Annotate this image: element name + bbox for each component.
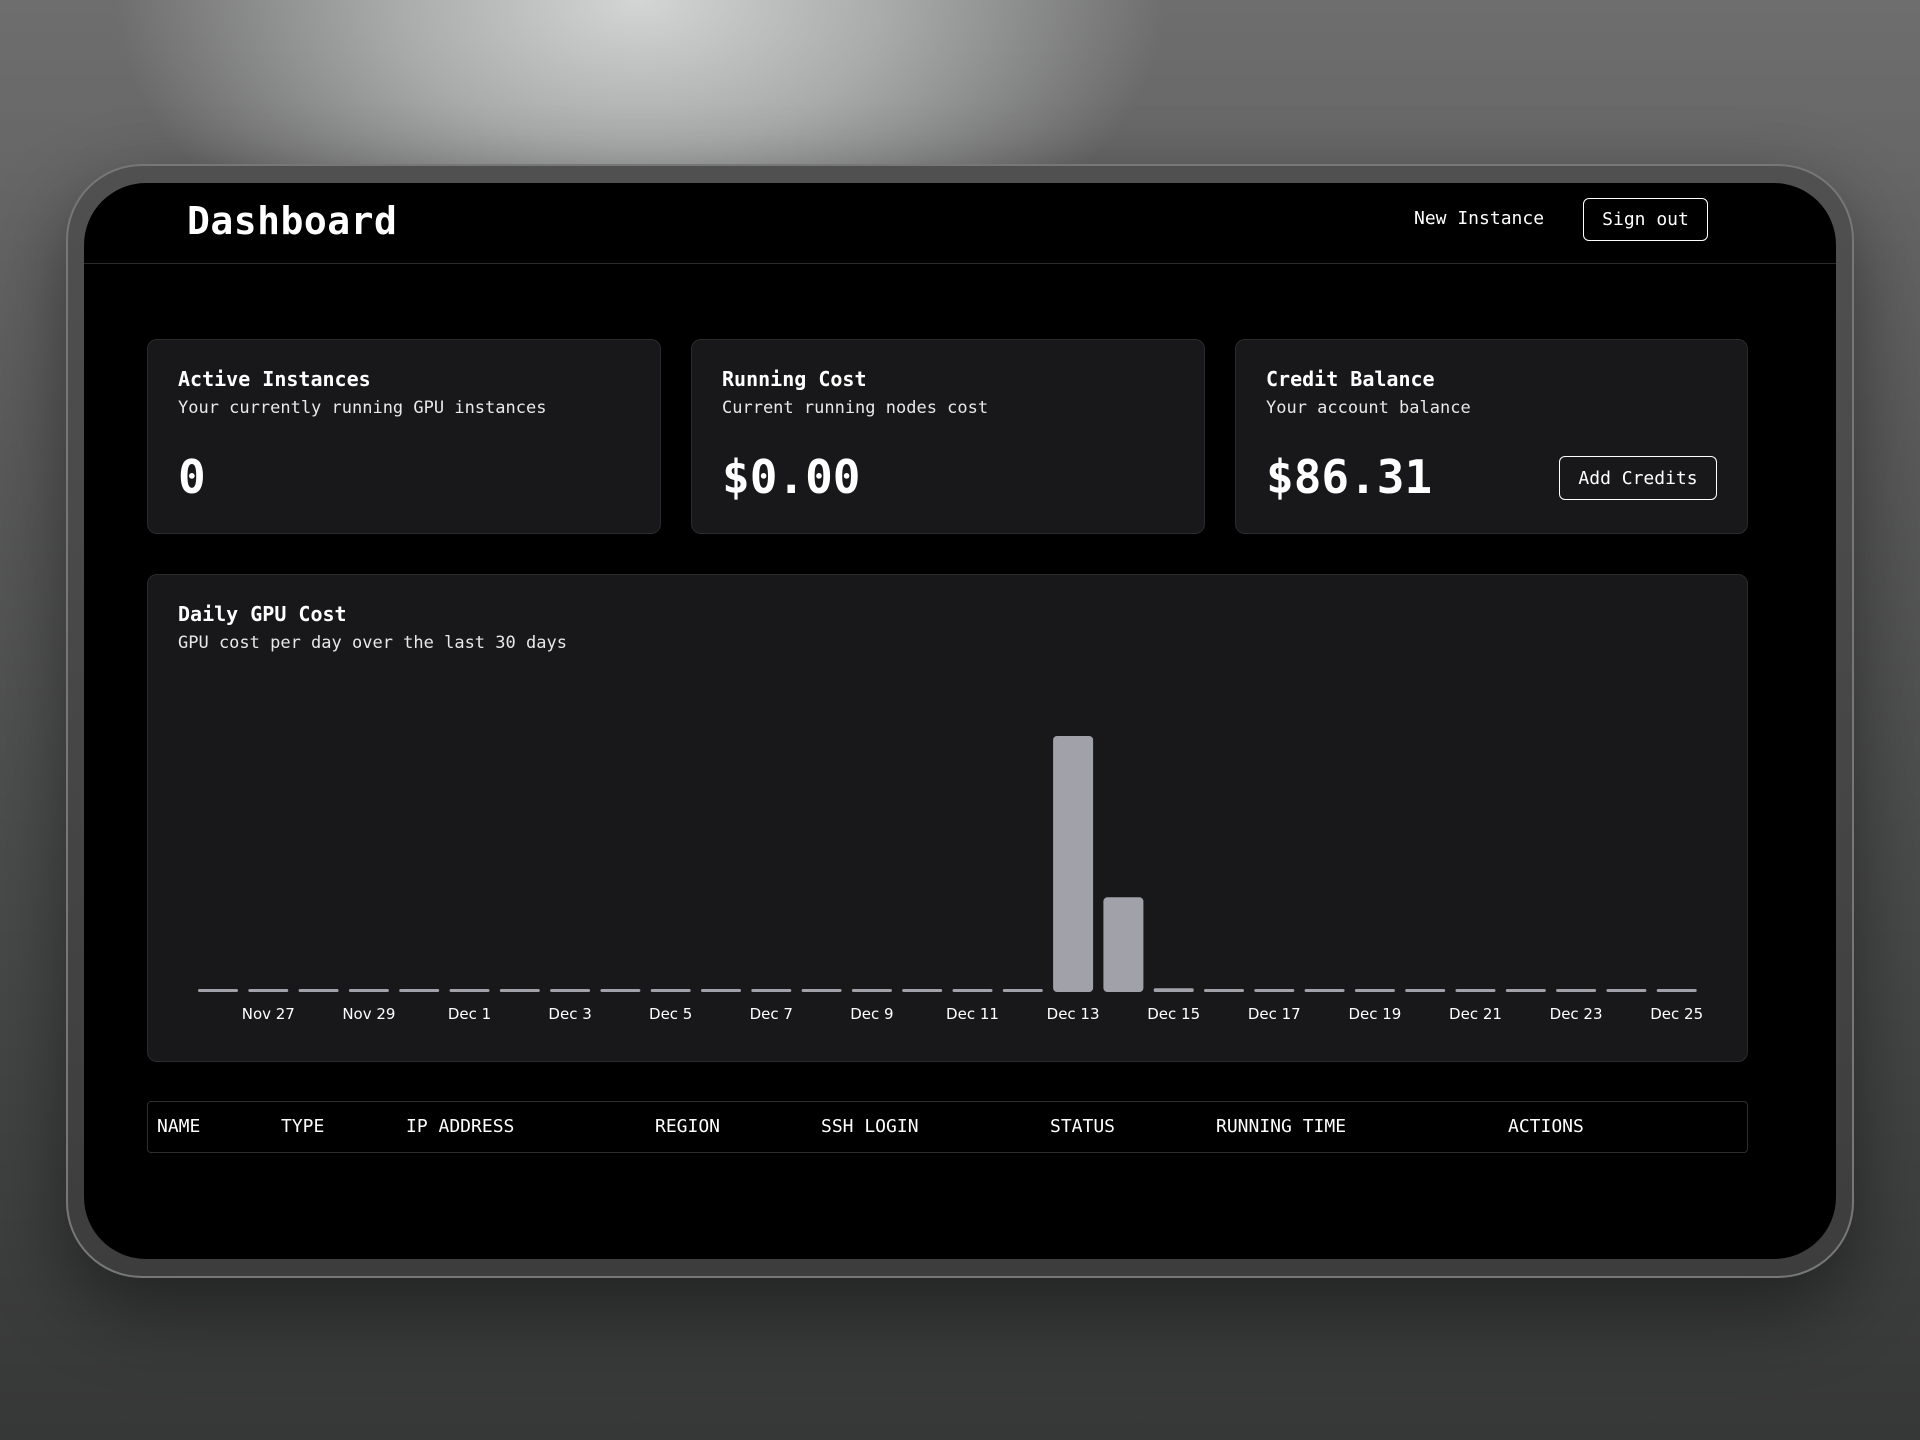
daily-gpu-cost-chart-card: Daily GPU Cost GPU cost per day over the… (147, 574, 1748, 1062)
sign-out-button[interactable]: Sign out (1583, 198, 1708, 241)
page-title: Dashboard (187, 199, 398, 243)
credit-balance-card: Credit Balance Your account balance $86.… (1235, 339, 1748, 534)
app-window: Dashboard New Instance Sign out Active I… (84, 183, 1836, 1259)
bar-chart: Nov 27 Nov 29 Dec 1 Dec 3 Dec 5 Dec 7 Dec 9 Dec… (198, 736, 1703, 1023)
chart-subtitle: GPU cost per day over the last 30 days (178, 633, 567, 653)
chart-bar-dec-24[interactable] (1606, 989, 1647, 992)
x-tick-label: Nov 27 (242, 1005, 295, 1023)
column-header-type: TYPE (281, 1116, 325, 1137)
chart-bar-dec-9[interactable] (851, 989, 892, 992)
x-tick-label: Dec 19 (1348, 1005, 1401, 1023)
chart-bar-dec-5[interactable] (650, 989, 691, 992)
credit-balance-value: $86.31 (1266, 450, 1433, 504)
column-header-status: STATUS (1050, 1116, 1116, 1137)
x-tick-label: Dec 1 (448, 1005, 491, 1023)
card-title: Running Cost (722, 367, 867, 391)
column-header-region: REGION (655, 1116, 721, 1137)
chart-bar-dec-8[interactable] (801, 989, 842, 992)
chart-bar-dec-14[interactable] (1103, 897, 1144, 992)
active-instances-card: Active Instances Your currently running … (147, 339, 661, 534)
chart-bar-dec-25[interactable] (1656, 989, 1697, 992)
chart-bar-dec-18[interactable] (1304, 989, 1345, 992)
chart-bar-nov-27[interactable] (248, 989, 289, 992)
new-instance-link[interactable]: New Instance (1414, 208, 1545, 229)
card-subtitle: Your account balance (1266, 398, 1471, 418)
card-title: Credit Balance (1266, 367, 1435, 391)
chart-bar-dec-11[interactable] (952, 989, 993, 992)
active-instances-count: 0 (178, 450, 206, 504)
column-header-ip-address: IP ADDRESS (406, 1116, 515, 1137)
x-tick-label: Dec 9 (850, 1005, 893, 1023)
x-tick-label: Dec 3 (548, 1005, 591, 1023)
instances-table-header: NAME TYPE IP ADDRESS REGION SSH LOGIN STATUS R… (147, 1101, 1748, 1153)
x-tick-label: Dec 11 (946, 1005, 999, 1023)
chart-bar-dec-7[interactable] (751, 989, 792, 992)
chart-bar-dec-23[interactable] (1556, 989, 1597, 992)
card-title: Active Instances (178, 367, 371, 391)
x-tick-label: Dec 25 (1650, 1005, 1703, 1023)
chart-bar-dec-1[interactable] (449, 989, 490, 992)
chart-bar-nov-29[interactable] (348, 989, 389, 992)
x-tick-label: Nov 29 (342, 1005, 395, 1023)
chart-bar-nov-26[interactable] (198, 989, 238, 992)
chart-bar-dec-19[interactable] (1354, 989, 1395, 992)
chart-bar-nov-30[interactable] (399, 989, 440, 992)
chart-bar-dec-4[interactable] (600, 989, 641, 992)
chart-bar-dec-22[interactable] (1505, 989, 1546, 992)
column-header-name: NAME (157, 1116, 201, 1137)
running-cost-card: Running Cost Current running nodes cost … (691, 339, 1205, 534)
chart-bar-dec-15[interactable] (1153, 988, 1194, 992)
chart-bar-nov-28[interactable] (298, 989, 339, 992)
chart-bar-dec-2[interactable] (499, 989, 540, 992)
add-credits-button[interactable]: Add Credits (1559, 456, 1717, 500)
x-tick-label: Dec 15 (1147, 1005, 1200, 1023)
chart-bar-dec-16[interactable] (1204, 989, 1244, 992)
chart-bar-dec-17[interactable] (1254, 989, 1295, 992)
card-subtitle: Your currently running GPU instances (178, 398, 547, 418)
chart-bar-dec-12[interactable] (1002, 989, 1043, 992)
card-subtitle: Current running nodes cost (722, 398, 989, 418)
x-tick-label: Dec 5 (649, 1005, 692, 1023)
column-header-running-time: RUNNING TIME (1216, 1116, 1347, 1137)
x-tick-label: Dec 21 (1449, 1005, 1502, 1023)
x-tick-label: Dec 17 (1248, 1005, 1301, 1023)
column-header-ssh-login: SSH LOGIN (821, 1116, 919, 1137)
chart-bar-dec-20[interactable] (1405, 989, 1446, 992)
running-cost-value: $0.00 (722, 450, 861, 504)
chart-bar-dec-3[interactable] (550, 989, 591, 992)
chart-bar-dec-10[interactable] (902, 989, 943, 992)
chart-bar-dec-6[interactable] (701, 989, 741, 992)
chart-title: Daily GPU Cost (178, 602, 347, 626)
chart-bar-dec-13[interactable] (1053, 736, 1094, 992)
column-header-actions: ACTIONS (1508, 1116, 1584, 1137)
chart-bar-dec-21[interactable] (1455, 989, 1496, 992)
x-tick-label: Dec 7 (750, 1005, 793, 1023)
x-tick-label: Dec 23 (1550, 1005, 1603, 1023)
top-navbar: Dashboard New Instance Sign out (84, 183, 1836, 264)
x-tick-label: Dec 13 (1047, 1005, 1100, 1023)
